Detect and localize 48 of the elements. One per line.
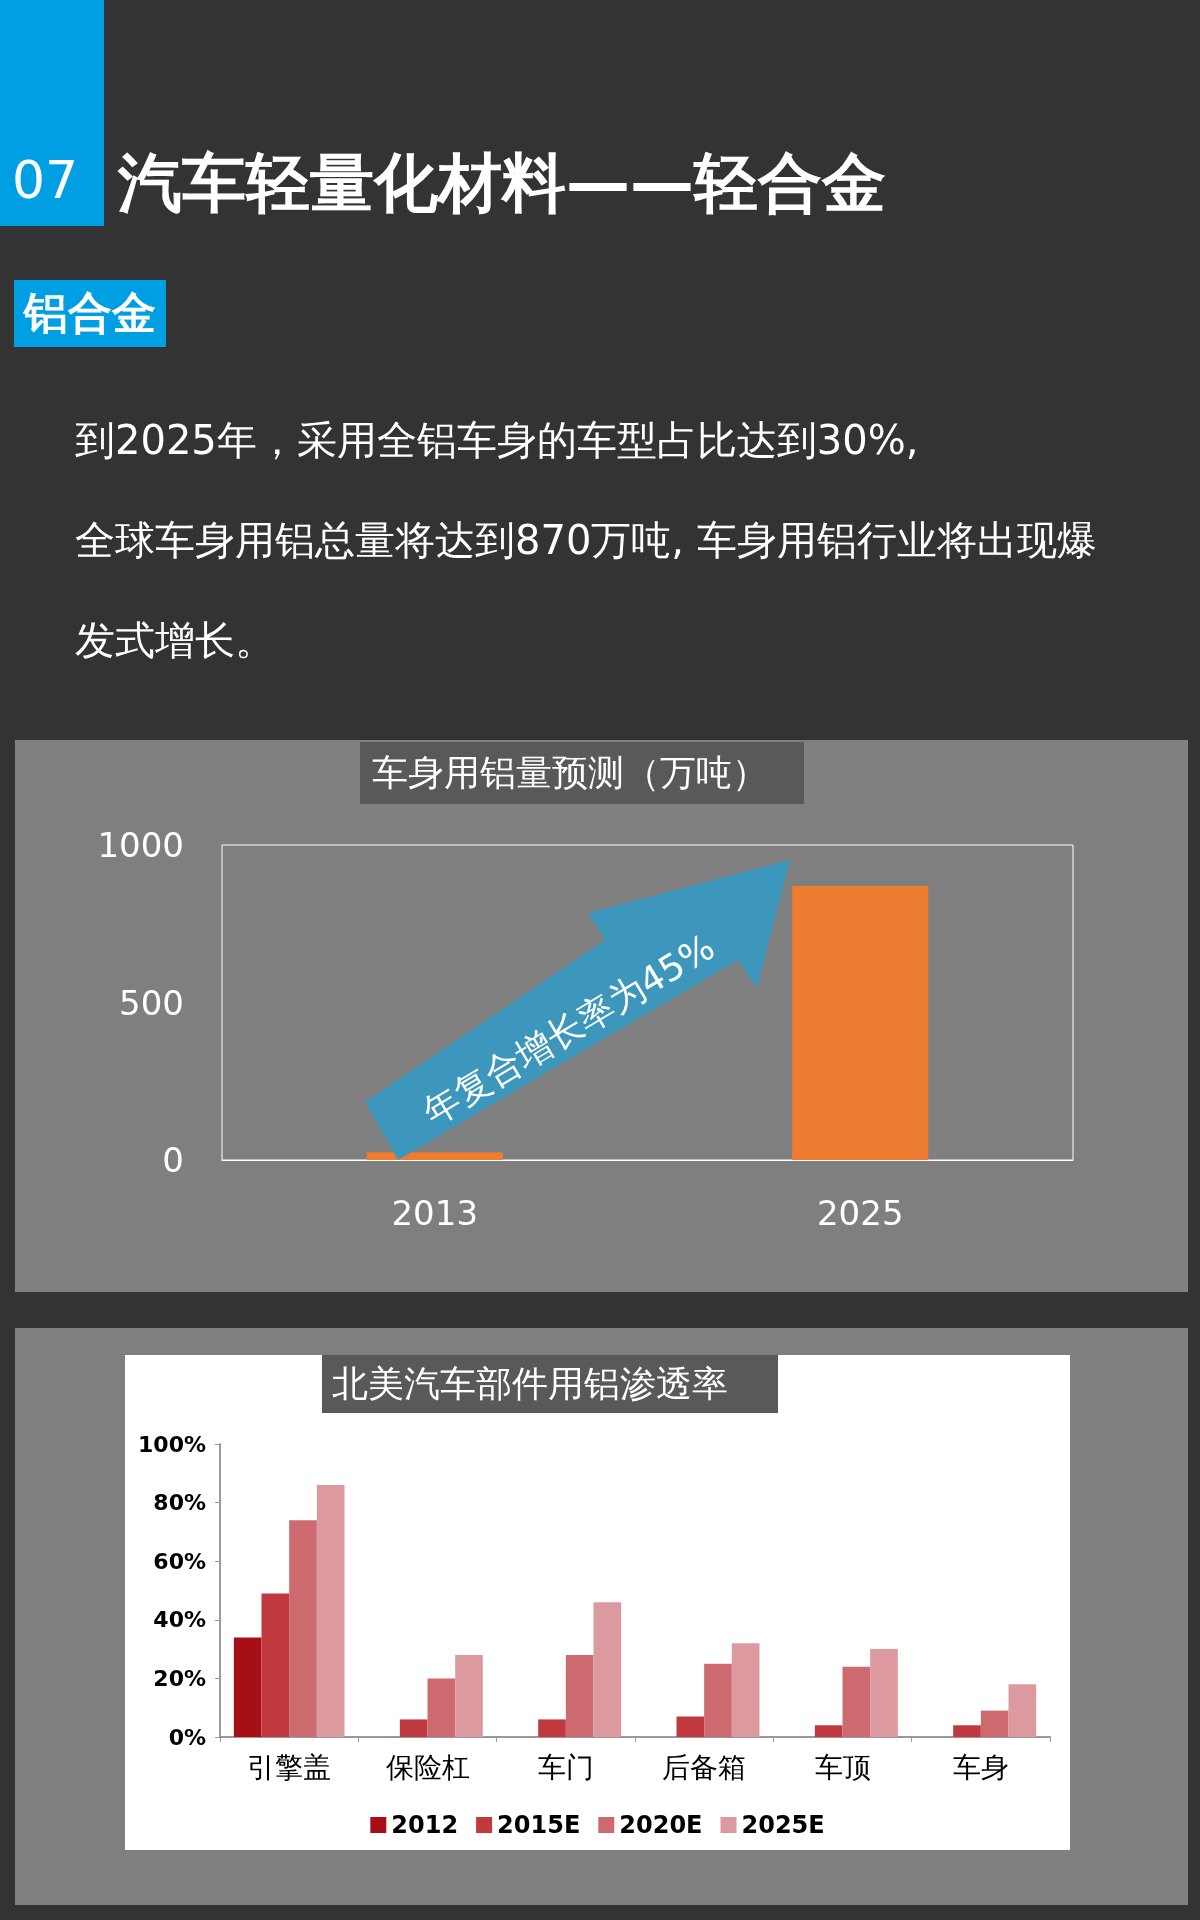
bar — [316, 1485, 345, 1737]
bar — [704, 1663, 732, 1737]
bar — [593, 1602, 622, 1737]
y-tick-label: 40% — [153, 1607, 206, 1633]
bar — [538, 1719, 566, 1737]
text: 汽车轻量化材料——轻合金 — [118, 145, 886, 222]
text: 07 — [12, 150, 79, 210]
bar — [870, 1649, 898, 1737]
bar — [261, 1593, 290, 1737]
x-tick-label: 引擎盖 — [247, 1750, 332, 1784]
bar — [814, 1725, 843, 1737]
bar — [427, 1678, 456, 1737]
bar — [842, 1666, 871, 1737]
y-tick-label: 0 — [162, 1140, 184, 1180]
x-tick-label: 后备箱 — [662, 1750, 747, 1784]
bar — [676, 1716, 705, 1737]
bar — [980, 1710, 1009, 1737]
chart-title: 北美汽车部件用铝渗透率 — [332, 1362, 728, 1404]
bar — [1008, 1684, 1037, 1737]
bar — [399, 1719, 428, 1737]
x-tick-label: 2025 — [816, 1193, 904, 1233]
x-tick-label: 2013 — [391, 1193, 479, 1233]
bar — [731, 1643, 760, 1737]
y-tick-label: 1000 — [97, 825, 184, 865]
y-tick-label: 100% — [138, 1431, 206, 1457]
y-tick-label: 80% — [153, 1490, 206, 1516]
bar — [233, 1637, 262, 1737]
x-tick-label: 车身 — [952, 1750, 1009, 1784]
legend-label: 2020E — [619, 1811, 703, 1839]
chart-title: 车身用铝量预测（万吨） — [372, 751, 768, 793]
x-tick-label: 车顶 — [814, 1750, 871, 1784]
text: 铝合金 — [14, 280, 166, 347]
x-tick-label: 车门 — [537, 1750, 594, 1784]
bar — [455, 1654, 483, 1737]
legend-label: 2025E — [741, 1811, 825, 1839]
bar — [953, 1725, 981, 1737]
y-tick-label: 0% — [168, 1724, 206, 1750]
legend-label: 2015E — [497, 1811, 581, 1839]
y-tick-label: 500 — [119, 982, 184, 1023]
bar — [565, 1654, 594, 1737]
text: 全球车身用铝总量将达到870万吨, 车身用铝行业将出现爆发式增长。 — [75, 517, 1097, 663]
y-tick-label: 60% — [153, 1548, 206, 1574]
legend-label: 2012 — [391, 1811, 459, 1839]
bar — [289, 1520, 317, 1737]
text: 到2025年，采用全铝车身的车型占比达到30%, — [75, 416, 920, 465]
annotation: 年复合增长率为45% — [415, 926, 722, 1133]
y-tick-label: 20% — [153, 1665, 206, 1691]
x-tick-label: 保险杠 — [385, 1750, 470, 1784]
